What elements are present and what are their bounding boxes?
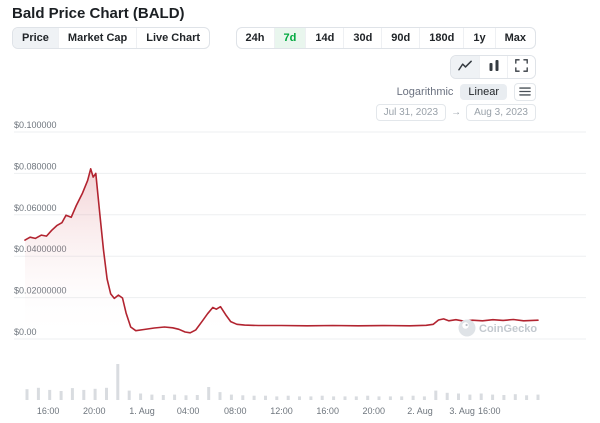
- line-chart-button[interactable]: [451, 56, 479, 78]
- line-chart-icon: [457, 60, 473, 75]
- svg-text:08:00: 08:00: [224, 406, 247, 416]
- range-24h[interactable]: 24h: [237, 28, 274, 48]
- range-7d[interactable]: 7d: [273, 28, 306, 48]
- tab-price[interactable]: Price: [13, 28, 58, 48]
- candlestick-icon: [487, 59, 501, 75]
- svg-text:12:00: 12:00: [270, 406, 293, 416]
- range-1y[interactable]: 1y: [463, 28, 494, 48]
- price-line: [24, 168, 539, 334]
- svg-text:04:00: 04:00: [177, 406, 200, 416]
- range-14d[interactable]: 14d: [305, 28, 343, 48]
- date-range-arrow-icon: →: [451, 107, 462, 118]
- range-180d[interactable]: 180d: [419, 28, 463, 48]
- price-area: [25, 168, 538, 339]
- svg-text:$0.060000: $0.060000: [14, 203, 57, 213]
- range-max[interactable]: Max: [494, 28, 535, 48]
- svg-text:16:00: 16:00: [37, 406, 60, 416]
- tab-market-cap[interactable]: Market Cap: [57, 28, 136, 48]
- linear-toggle[interactable]: Linear: [460, 84, 507, 100]
- logarithmic-toggle[interactable]: Logarithmic: [396, 86, 454, 98]
- fullscreen-button[interactable]: [507, 56, 535, 78]
- date-range-row: Jul 31, 2023 → Aug 3, 2023: [375, 104, 536, 121]
- candlestick-button[interactable]: [479, 56, 507, 78]
- svg-text:16:00: 16:00: [316, 406, 339, 416]
- volume-bars: [25, 364, 540, 400]
- hamburger-icon: [519, 85, 531, 100]
- x-axis-labels: 16:00 20:00 1. Aug 04:00 08:00 12:00 16:00 20:0…: [37, 406, 501, 416]
- price-chart: $0.100000$0.080000$0.060000$0.04000000$0…: [0, 120, 600, 423]
- svg-text:1. Aug: 1. Aug: [129, 406, 155, 416]
- coingecko-watermark: CoinGecko: [458, 319, 537, 337]
- svg-text:20:00: 20:00: [83, 406, 106, 416]
- svg-text:2. Aug: 2. Aug: [407, 406, 433, 416]
- price-chart-canvas[interactable]: $0.100000$0.080000$0.060000$0.04000000$0…: [0, 120, 600, 423]
- tab-live-chart[interactable]: Live Chart: [136, 28, 209, 48]
- date-from-button[interactable]: Jul 31, 2023: [375, 104, 447, 121]
- svg-text:$0.080000: $0.080000: [14, 161, 57, 171]
- svg-text:CoinGecko: CoinGecko: [479, 323, 537, 335]
- svg-text:16:00: 16:00: [478, 406, 501, 416]
- page-title: Bald Price Chart (BALD): [12, 5, 185, 22]
- fullscreen-icon: [515, 59, 528, 75]
- view-tab-group: Price Market Cap Live Chart: [12, 27, 211, 49]
- svg-text:20:00: 20:00: [363, 406, 386, 416]
- svg-text:$0.100000: $0.100000: [14, 120, 57, 130]
- menu-button[interactable]: [514, 83, 536, 101]
- scale-toggle-row: Logarithmic Linear: [397, 83, 536, 101]
- range-90d[interactable]: 90d: [381, 28, 419, 48]
- range-30d[interactable]: 30d: [343, 28, 381, 48]
- date-to-button[interactable]: Aug 3, 2023: [466, 104, 536, 121]
- svg-text:3. Aug: 3. Aug: [449, 406, 475, 416]
- chart-type-group: [450, 55, 536, 79]
- range-tab-group: 24h 7d 14d 30d 90d 180d 1y Max: [235, 27, 536, 49]
